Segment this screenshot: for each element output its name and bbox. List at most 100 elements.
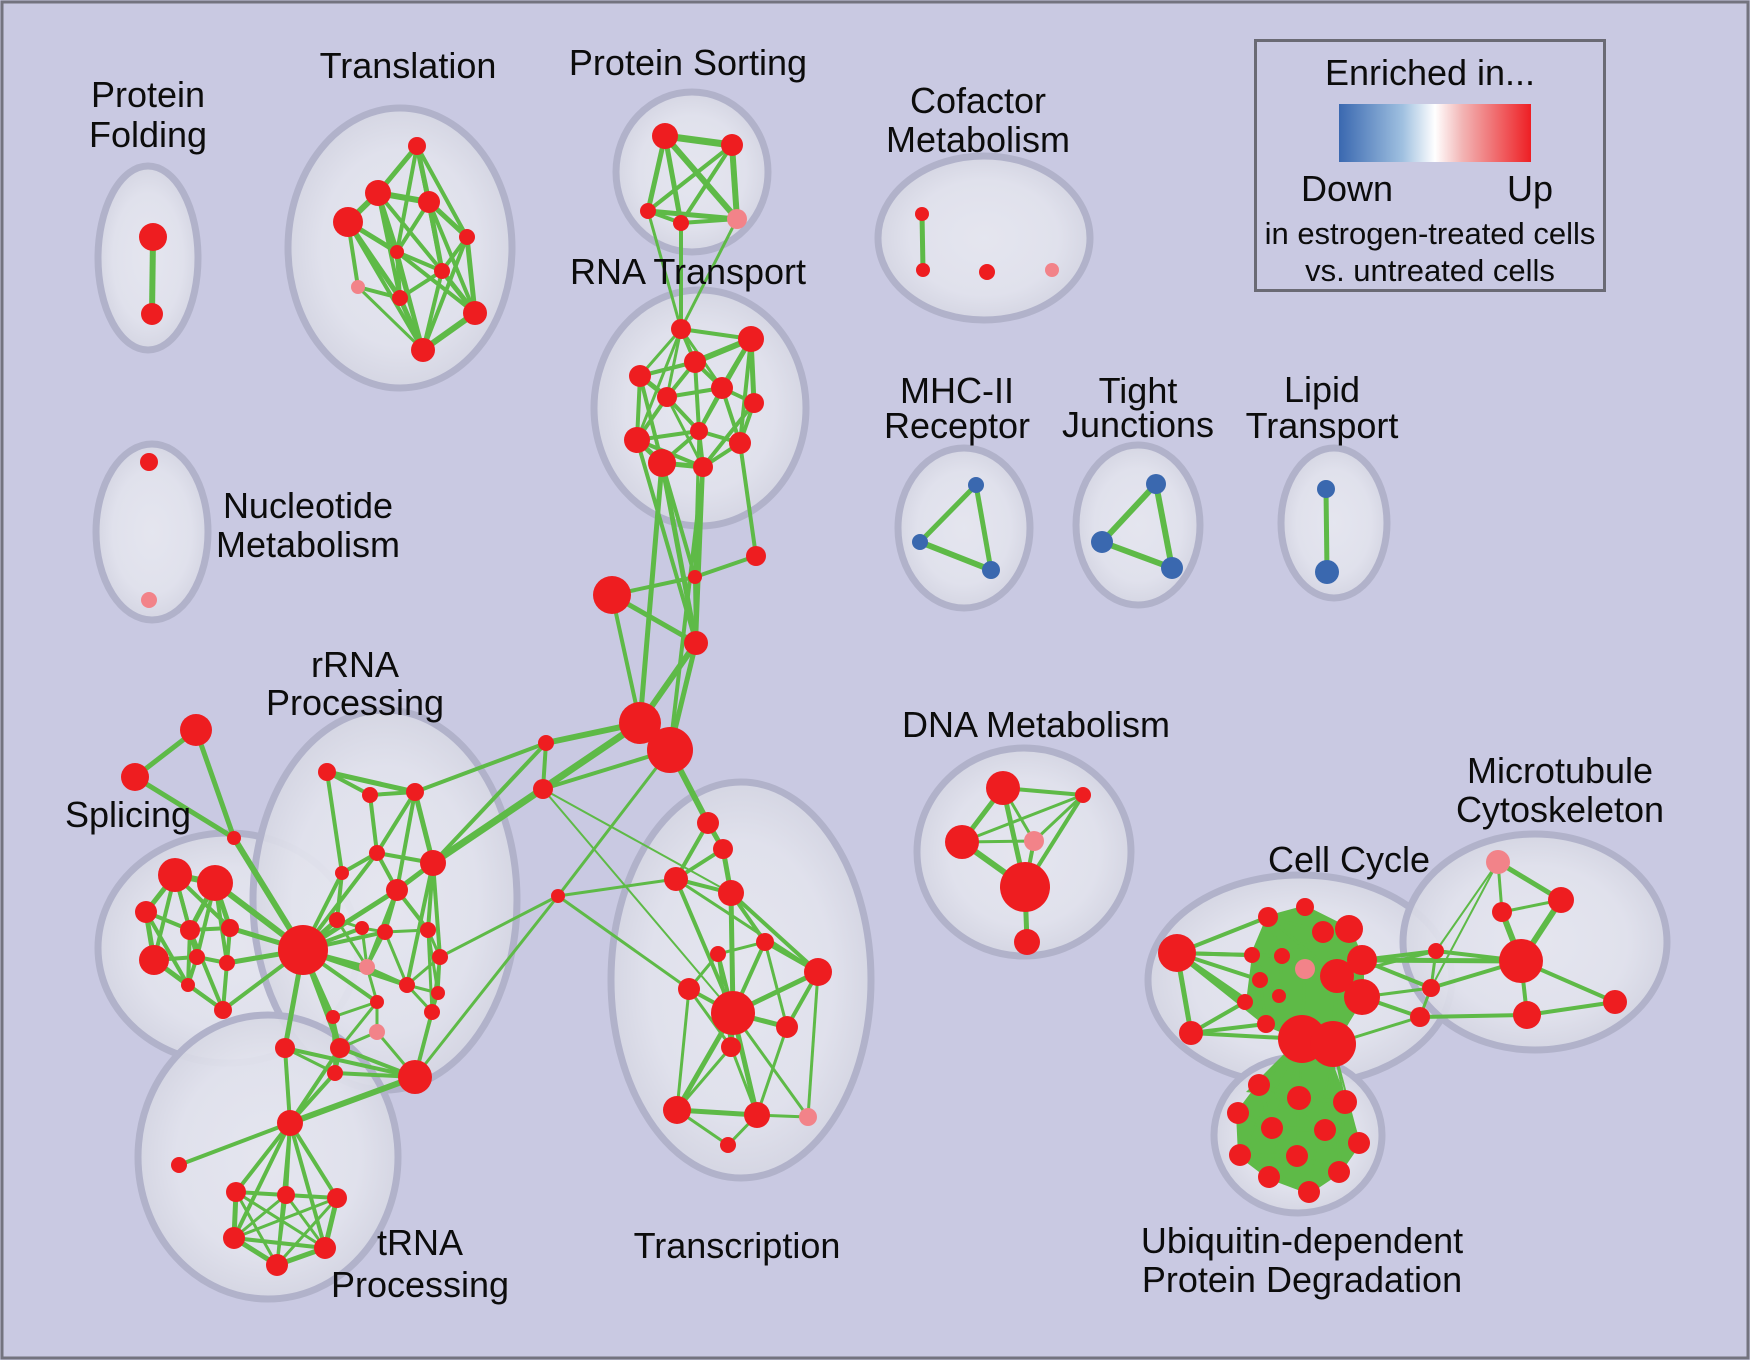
network-node bbox=[424, 1004, 440, 1020]
network-edge bbox=[288, 1074, 417, 1126]
network-node bbox=[463, 301, 487, 325]
network-node bbox=[713, 839, 733, 859]
network-edge bbox=[395, 250, 477, 315]
network-edge bbox=[375, 790, 417, 855]
network-edge bbox=[233, 1196, 338, 1240]
network-node bbox=[335, 866, 349, 880]
network-edge bbox=[755, 1026, 789, 1116]
network-node bbox=[327, 1065, 343, 1081]
network-edge bbox=[405, 862, 435, 986]
network-edge bbox=[918, 539, 993, 573]
network-edge bbox=[806, 971, 820, 1118]
network-node bbox=[1486, 850, 1510, 874]
network-node bbox=[727, 209, 747, 229]
network-node bbox=[420, 922, 436, 938]
network-node bbox=[1295, 959, 1315, 979]
network-node bbox=[1274, 948, 1290, 964]
network-node bbox=[1314, 1119, 1336, 1141]
network-node bbox=[326, 1010, 340, 1024]
network-node bbox=[916, 263, 930, 277]
network-node bbox=[640, 203, 656, 219]
network-node bbox=[538, 735, 554, 751]
network-edge bbox=[659, 462, 699, 644]
network-node bbox=[1492, 902, 1512, 922]
network-edge bbox=[668, 466, 705, 751]
network-node bbox=[135, 901, 157, 923]
network-edge bbox=[675, 988, 691, 1111]
network-node bbox=[648, 449, 676, 477]
network-node bbox=[390, 245, 404, 259]
network-node bbox=[226, 1182, 246, 1202]
cluster-label-cofactor-metabolism: Cofactor Metabolism bbox=[886, 80, 1070, 160]
network-node bbox=[720, 1137, 736, 1153]
network-node bbox=[1312, 921, 1334, 943]
network-node bbox=[1428, 943, 1444, 959]
cluster-label-mhc-ii-receptor: MHC-II Receptor bbox=[884, 370, 1030, 446]
network-node bbox=[1287, 1086, 1311, 1110]
network-node bbox=[684, 351, 706, 373]
network-edge bbox=[234, 1121, 292, 1194]
network-node bbox=[277, 1186, 295, 1204]
cluster-ellipse-nucleotide-metabolism bbox=[92, 440, 212, 624]
cluster-label-cell-cycle: Cell Cycle bbox=[1268, 839, 1430, 880]
cluster-label-trna-processing: tRNA Processing bbox=[331, 1222, 509, 1305]
network-node bbox=[744, 1102, 770, 1128]
network-node bbox=[982, 561, 1000, 579]
cluster-ellipse-trna-processing bbox=[134, 1011, 402, 1303]
cluster-ellipse-tight-junctions bbox=[1072, 441, 1204, 609]
network-node bbox=[1422, 979, 1440, 997]
network-node bbox=[330, 1038, 350, 1058]
network-edge bbox=[395, 251, 425, 351]
network-node bbox=[314, 1237, 336, 1259]
network-node bbox=[369, 1024, 385, 1040]
network-node bbox=[915, 207, 929, 221]
network-edge bbox=[1430, 861, 1499, 989]
network-node bbox=[551, 889, 565, 903]
network-edge bbox=[232, 1122, 292, 1239]
network-node bbox=[945, 825, 979, 859]
network-edge bbox=[464, 236, 478, 314]
network-edge bbox=[637, 462, 665, 724]
legend: Enriched in... Down Up in estrogen-treat… bbox=[1254, 39, 1606, 292]
network-node bbox=[746, 546, 766, 566]
network-node bbox=[197, 865, 233, 901]
network-node bbox=[1320, 959, 1354, 993]
network-node bbox=[1513, 1001, 1541, 1029]
network-node bbox=[227, 831, 241, 845]
network-node bbox=[673, 215, 689, 231]
network-node bbox=[619, 702, 661, 744]
network-edge bbox=[1435, 861, 1499, 952]
network-node bbox=[710, 946, 726, 962]
legend-down-label: Down bbox=[1301, 168, 1394, 209]
network-edge bbox=[288, 1122, 327, 1249]
network-node bbox=[1333, 1090, 1357, 1114]
network-edge bbox=[144, 911, 190, 986]
network-node bbox=[327, 1188, 347, 1208]
network-node bbox=[1146, 474, 1166, 494]
network-node bbox=[418, 191, 440, 213]
network-edge bbox=[919, 213, 926, 271]
network-node bbox=[278, 925, 328, 975]
network-node bbox=[1257, 1015, 1275, 1033]
network-edge bbox=[335, 919, 369, 968]
network-node bbox=[678, 978, 700, 1000]
network-node bbox=[434, 263, 450, 279]
network-node bbox=[139, 945, 169, 975]
network-edge bbox=[693, 361, 701, 432]
network-node bbox=[744, 393, 764, 413]
network-node bbox=[406, 783, 424, 801]
cluster-label-ubiquitin-degradation: Ubiquitin-dependent Protein Degradation bbox=[1141, 1220, 1463, 1300]
network-node bbox=[1272, 989, 1286, 1003]
network-edge bbox=[431, 862, 442, 958]
network-edge bbox=[647, 208, 738, 222]
network-node bbox=[718, 880, 744, 906]
network-edge bbox=[326, 769, 416, 795]
legend-title: Enriched in... bbox=[1324, 52, 1536, 93]
network-node bbox=[1335, 915, 1363, 943]
cluster-label-rrna-processing: rRNA Processing bbox=[266, 644, 444, 723]
network-edge bbox=[233, 1236, 326, 1250]
network-node bbox=[1499, 939, 1543, 983]
network-node bbox=[968, 477, 984, 493]
network-node bbox=[1179, 1021, 1203, 1045]
